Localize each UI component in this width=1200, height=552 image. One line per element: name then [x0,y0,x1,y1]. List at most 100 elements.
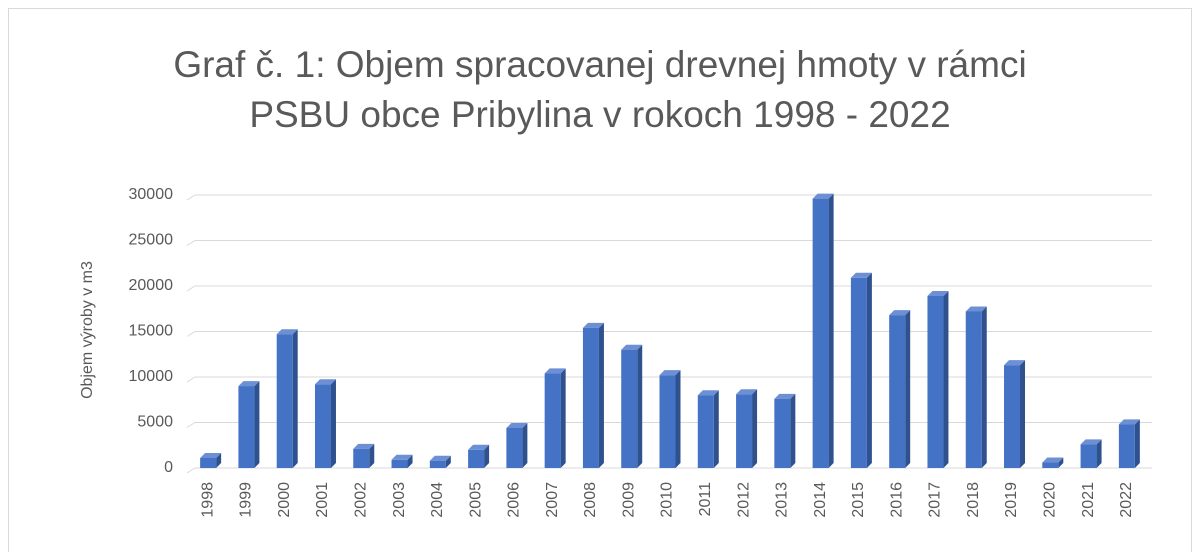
bar [200,457,217,468]
bar-side [828,193,834,468]
bar [582,327,599,468]
y-tick-label: 0 [164,459,173,476]
bar [659,375,676,468]
bar-side [1096,439,1102,468]
bar-side [1058,457,1064,468]
y-tick-label: 10000 [129,368,174,385]
bar-top [965,306,987,312]
x-tick-label: 2002 [352,482,369,518]
bar-side [1134,419,1140,468]
bar [544,373,561,468]
bar [238,386,255,468]
bar [697,395,714,468]
bar-side [637,344,643,468]
y-tick-label: 25000 [129,232,174,249]
bar [314,384,331,468]
grid-line [186,331,1152,337]
x-tick-label: 2004 [429,482,446,518]
bar-top [774,393,796,399]
y-tick-label: 15000 [129,323,174,340]
bar-side [981,306,987,468]
x-tick-label: 2010 [659,482,676,518]
bar [1004,365,1021,468]
x-tick-label: 2005 [467,482,484,518]
x-tick-label: 2008 [582,482,599,518]
bar-top [1118,419,1140,425]
bar [429,460,446,468]
bar [736,394,753,468]
x-tick-label: 2012 [735,482,752,518]
x-tick-label: 2019 [1003,482,1020,518]
bar-side [943,291,949,468]
bar-top [200,452,222,458]
bar-top [697,390,719,396]
x-tick-label: 1998 [199,482,216,518]
bar-side [216,452,222,468]
x-tick-label: 2000 [276,482,293,518]
bar-top [544,368,566,374]
bar [927,296,944,468]
bar-top [1004,360,1026,366]
grid-line [186,467,1152,474]
bar-side [598,322,604,468]
bar-top [391,454,413,460]
bar-top [736,389,758,395]
bar-top [506,422,528,428]
x-tick-label: 2017 [927,482,944,518]
bar-side [713,390,719,468]
x-tick-label: 2016 [888,482,905,518]
x-tick-label: 1999 [238,482,255,518]
bar [468,449,485,468]
bar-top [429,455,451,461]
y-tick-label: 5000 [137,414,173,431]
x-tick-label: 2003 [391,482,408,518]
x-tick-label: 2015 [850,482,867,518]
bar-side [905,310,911,468]
y-tick-label: 20000 [129,277,174,294]
bar [965,311,982,468]
chart-border [8,8,1192,552]
bar-top [314,379,336,385]
bar [1118,424,1135,468]
bar [1080,444,1097,468]
x-tick-label: 2001 [314,482,331,518]
bar-side [292,329,298,468]
bar-top [659,370,681,376]
bar [276,334,293,468]
grid-line [186,240,1152,246]
x-tick-label: 2018 [965,482,982,518]
bar-side [790,393,796,468]
bar [774,398,791,468]
bar-side [407,454,413,468]
bar [812,198,829,468]
bar-side [866,272,872,468]
x-tick-label: 2007 [544,482,561,518]
x-tick-label: 2014 [812,482,829,518]
bar-side [752,389,758,468]
x-tick-label: 2006 [506,482,523,518]
bar-side [522,422,528,468]
bar [621,349,638,468]
bar-side [675,370,681,468]
bar-top [927,291,949,297]
bar-side [445,455,451,468]
grid-line [186,285,1152,292]
x-tick-label: 2020 [1042,482,1059,518]
bar-top [1042,457,1064,463]
bar [391,459,408,468]
grid-line [186,194,1152,201]
bar-side [254,381,260,468]
bar-side [330,379,336,468]
bar-top [889,310,911,316]
bar-top [468,444,490,450]
bar-top [850,272,872,278]
bar [889,315,906,468]
x-tick-label: 2022 [1118,482,1135,518]
bar-side [1020,360,1026,468]
x-tick-label: 2013 [774,482,791,518]
bar-side [560,368,566,468]
bar [1042,462,1059,468]
bar-top [582,322,604,328]
